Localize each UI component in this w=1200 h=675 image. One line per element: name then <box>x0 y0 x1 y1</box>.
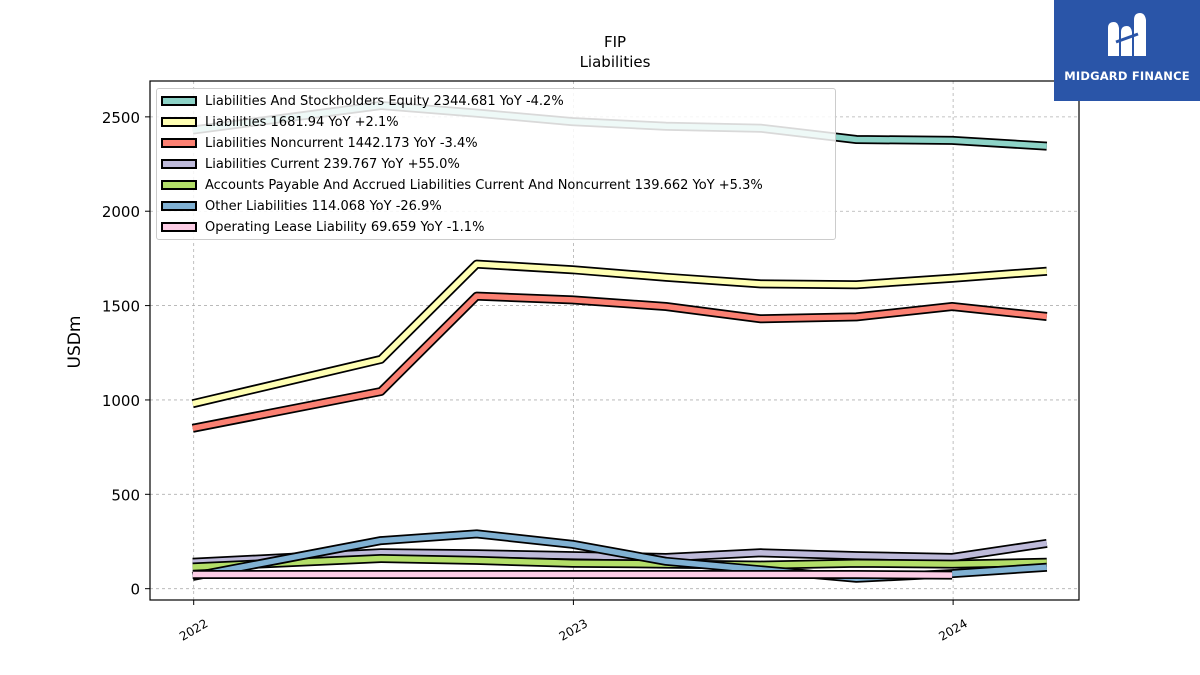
legend-item: Other Liabilities 114.068 YoY -26.9% <box>161 198 442 214</box>
x-tick-label: 2024 <box>936 616 969 643</box>
legend-item: Liabilities Current 239.767 YoY +55.0% <box>161 156 460 172</box>
legend-swatch <box>161 138 197 148</box>
series-lines <box>191 101 1048 583</box>
legend: Liabilities And Stockholders Equity 2344… <box>156 88 836 240</box>
chart-title: FIP <box>604 33 626 51</box>
y-tick-label: 1500 <box>102 298 140 316</box>
series-line-outline <box>191 259 1048 409</box>
legend-swatch <box>161 201 197 211</box>
legend-swatch <box>161 96 197 106</box>
series-accounts-payable-and-accrued-liabilities-current-and-noncurrent <box>192 554 1047 572</box>
series-line <box>192 261 1048 407</box>
legend-item: Liabilities And Stockholders Equity 2344… <box>161 93 564 109</box>
series-line-outline <box>191 291 1048 433</box>
logo-text: MIDGARD FINANCE <box>1064 69 1190 83</box>
legend-swatch <box>161 159 197 169</box>
series-line <box>192 293 1048 431</box>
legend-label: Liabilities Noncurrent 1442.173 YoY -3.4… <box>205 135 478 151</box>
legend-swatch <box>161 180 197 190</box>
x-tick-label: 2023 <box>557 616 590 643</box>
y-tick-label: 1000 <box>102 392 140 410</box>
legend-item: Operating Lease Liability 69.659 YoY -1.… <box>161 219 484 235</box>
legend-swatch <box>161 117 197 127</box>
legend-label: Liabilities And Stockholders Equity 2344… <box>205 93 564 109</box>
x-tick-label: 2022 <box>177 616 210 643</box>
y-tick-label: 2000 <box>102 203 140 221</box>
series-operating-lease-liability <box>192 570 953 580</box>
series-liabilities-noncurrent <box>191 291 1048 433</box>
legend-label: Liabilities Current 239.767 YoY +55.0% <box>205 156 460 172</box>
legend-swatch <box>161 222 197 232</box>
y-axis-label: USDm <box>65 316 85 369</box>
logo: MIDGARD FINANCE <box>1054 0 1200 101</box>
legend-label: Operating Lease Liability 69.659 YoY -1.… <box>205 219 485 235</box>
plot-frame <box>149 80 1080 601</box>
chart-subtitle: Liabilities <box>580 53 651 71</box>
legend-label: Liabilities 1681.94 YoY +2.1% <box>205 114 399 130</box>
y-tick-label: 2500 <box>102 109 140 127</box>
legend-item: Liabilities 1681.94 YoY +2.1% <box>161 114 399 130</box>
legend-item: Accounts Payable And Accrued Liabilities… <box>161 177 763 193</box>
series-line <box>192 571 953 578</box>
legend-label: Accounts Payable And Accrued Liabilities… <box>205 177 763 193</box>
series-liabilities <box>191 259 1048 409</box>
y-tick-label: 0 <box>130 581 140 599</box>
legend-label: Other Liabilities 114.068 YoY -26.9% <box>205 198 442 214</box>
legend-item: Liabilities Noncurrent 1442.173 YoY -3.4… <box>161 135 478 151</box>
midgard-logo-icon <box>1108 13 1146 56</box>
y-tick-label: 500 <box>111 486 140 504</box>
